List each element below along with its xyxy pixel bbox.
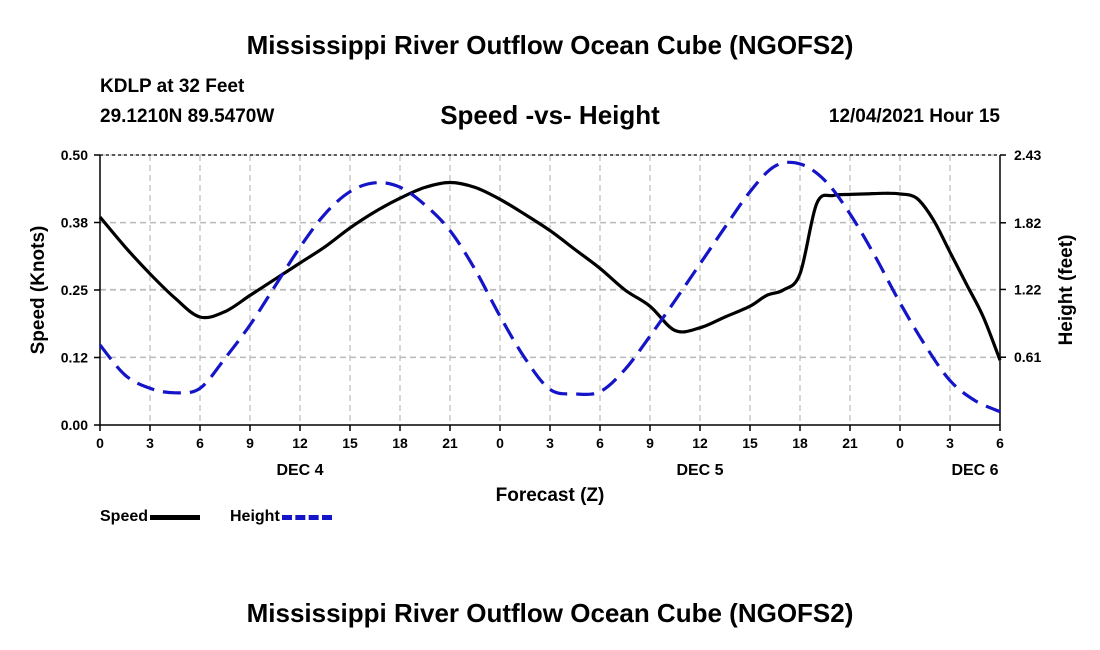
x-tick-label: 15	[342, 435, 358, 451]
y2-tick-label: 0.61	[1014, 349, 1041, 365]
x-tick-label: 0	[896, 435, 904, 451]
x-tick-label: 0	[96, 435, 104, 451]
date-label: DEC 4	[276, 462, 323, 479]
x-tick-label: 12	[292, 435, 308, 451]
y-axis-label: Speed (Knots)	[28, 226, 49, 355]
legend-speed-label: Speed	[100, 508, 149, 525]
x-tick-label: 18	[792, 435, 808, 451]
x-tick-label: 3	[946, 435, 954, 451]
y2-axis-label: Height (feet)	[1056, 235, 1077, 346]
x-axis-label: Forecast (Z)	[496, 485, 605, 506]
x-tick-label: 3	[146, 435, 154, 451]
x-tick-label: 21	[842, 435, 858, 451]
legend-height: Height	[230, 508, 332, 526]
legend-height-swatch	[281, 514, 332, 520]
x-tick-label: 0	[496, 435, 504, 451]
y-tick-label: 0.12	[61, 350, 88, 366]
y2-tick-label: 1.82	[1014, 215, 1041, 231]
legend-speed-swatch	[150, 514, 201, 520]
legend-speed: Speed	[100, 508, 201, 526]
y-tick-label: 0.38	[61, 215, 88, 231]
coordinates-label: 29.1210N 89.5470W	[100, 106, 275, 127]
x-tick-label: 9	[246, 435, 254, 451]
y-tick-label: 0.50	[61, 147, 88, 163]
date-label: DEC 5	[676, 462, 723, 479]
footer-title: Mississippi River Outflow Ocean Cube (NG…	[246, 598, 854, 628]
date-label: DEC 6	[951, 462, 998, 479]
y2-tick-label: 1.22	[1014, 281, 1041, 297]
x-tick-label: 6	[996, 435, 1004, 451]
x-tick-label: 18	[392, 435, 408, 451]
speed-series-line	[98, 180, 1002, 361]
y2-tick-label: 2.43	[1014, 147, 1041, 163]
x-tick-label: 6	[196, 435, 204, 451]
x-tick-label: 3	[546, 435, 554, 451]
y-tick-label: 0.25	[61, 282, 88, 298]
legend-height-label: Height	[230, 508, 280, 525]
x-tick-label: 6	[596, 435, 604, 451]
y-tick-label: 0.00	[61, 417, 88, 433]
main-title: Mississippi River Outflow Ocean Cube (NG…	[246, 30, 854, 60]
x-tick-label: 21	[442, 435, 458, 451]
x-tick-label: 15	[742, 435, 758, 451]
datetime-label: 12/04/2021 Hour 15	[828, 106, 1000, 127]
height-series-line	[98, 160, 1001, 414]
station-label: KDLP at 32 Feet	[100, 76, 245, 97]
x-tick-label: 9	[646, 435, 654, 451]
x-tick-label: 12	[692, 435, 708, 451]
chart-subtitle: Speed -vs- Height	[440, 100, 660, 130]
